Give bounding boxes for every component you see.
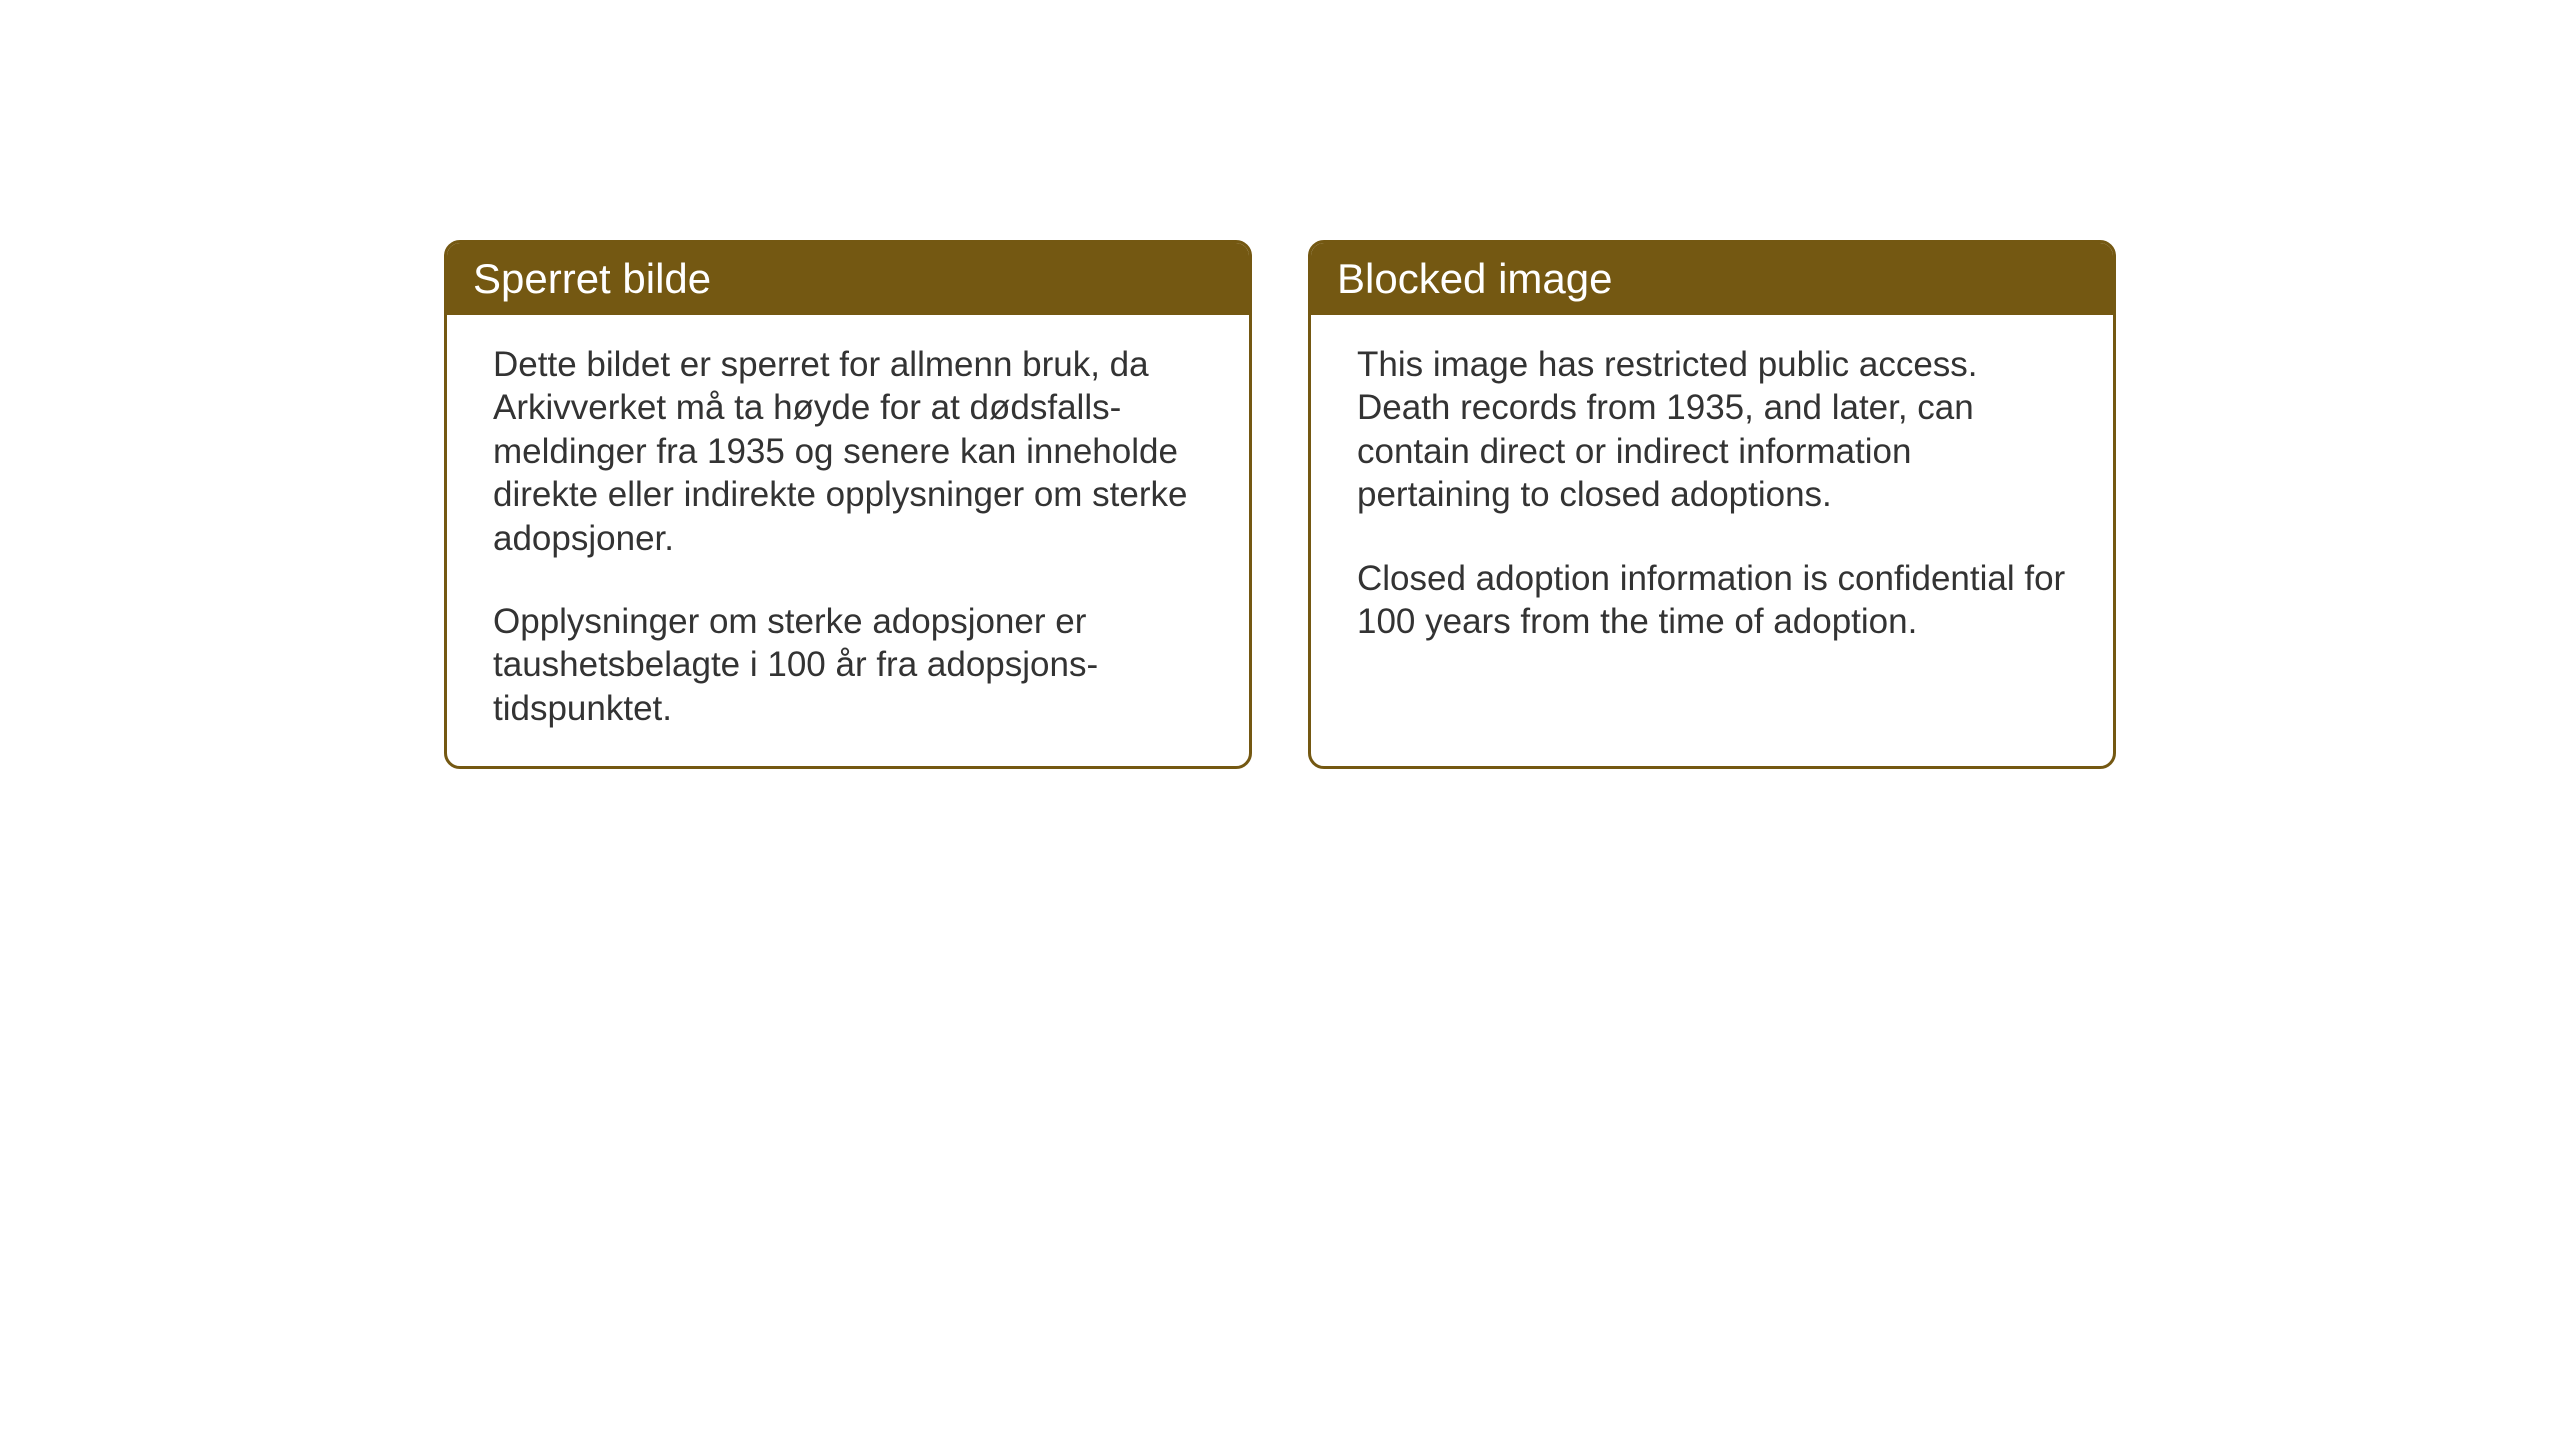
notice-paragraph: Dette bildet er sperret for allmenn bruk…: [493, 343, 1203, 560]
notice-paragraph: Closed adoption information is confident…: [1357, 557, 2067, 644]
notice-card-english: Blocked image This image has restricted …: [1308, 240, 2116, 769]
notice-card-norwegian: Sperret bilde Dette bildet er sperret fo…: [444, 240, 1252, 769]
notice-card-title: Sperret bilde: [473, 255, 711, 302]
notice-cards-container: Sperret bilde Dette bildet er sperret fo…: [444, 240, 2116, 769]
notice-card-title: Blocked image: [1337, 255, 1612, 302]
notice-paragraph: Opplysninger om sterke adopsjoner er tau…: [493, 600, 1203, 730]
notice-card-body: Dette bildet er sperret for allmenn bruk…: [447, 315, 1249, 766]
notice-card-header: Blocked image: [1311, 243, 2113, 315]
notice-paragraph: This image has restricted public access.…: [1357, 343, 2067, 517]
notice-card-body: This image has restricted public access.…: [1311, 315, 2113, 719]
notice-card-header: Sperret bilde: [447, 243, 1249, 315]
